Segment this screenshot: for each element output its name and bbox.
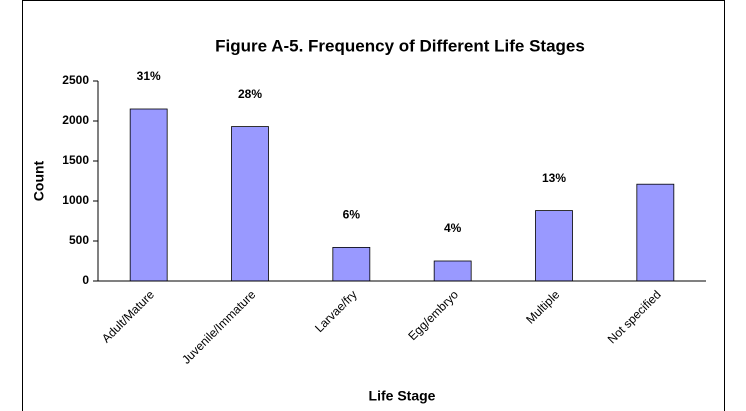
chart-border xyxy=(22,0,725,411)
bar xyxy=(129,108,168,282)
bar xyxy=(433,260,472,282)
y-tick-label: 2000 xyxy=(62,113,89,127)
data-label: 28% xyxy=(238,87,262,101)
data-label: 6% xyxy=(343,208,361,222)
bar xyxy=(535,210,573,282)
y-axis-title: Count xyxy=(31,160,47,201)
data-label: 4% xyxy=(444,221,462,235)
data-label: 13% xyxy=(542,171,566,185)
y-tick-label: 1000 xyxy=(62,193,89,207)
data-label: 31% xyxy=(137,69,161,83)
y-tick-label: 2500 xyxy=(62,73,89,87)
chart-title: Figure A-5. Frequency of Different Life … xyxy=(215,36,585,55)
bar xyxy=(636,183,675,282)
y-tick-label: 0 xyxy=(82,273,89,287)
y-tick-label: 1500 xyxy=(62,153,89,167)
x-axis-title: Life Stage xyxy=(369,388,436,404)
bar xyxy=(332,246,371,282)
y-tick-label: 500 xyxy=(69,233,89,247)
bar xyxy=(231,126,269,282)
